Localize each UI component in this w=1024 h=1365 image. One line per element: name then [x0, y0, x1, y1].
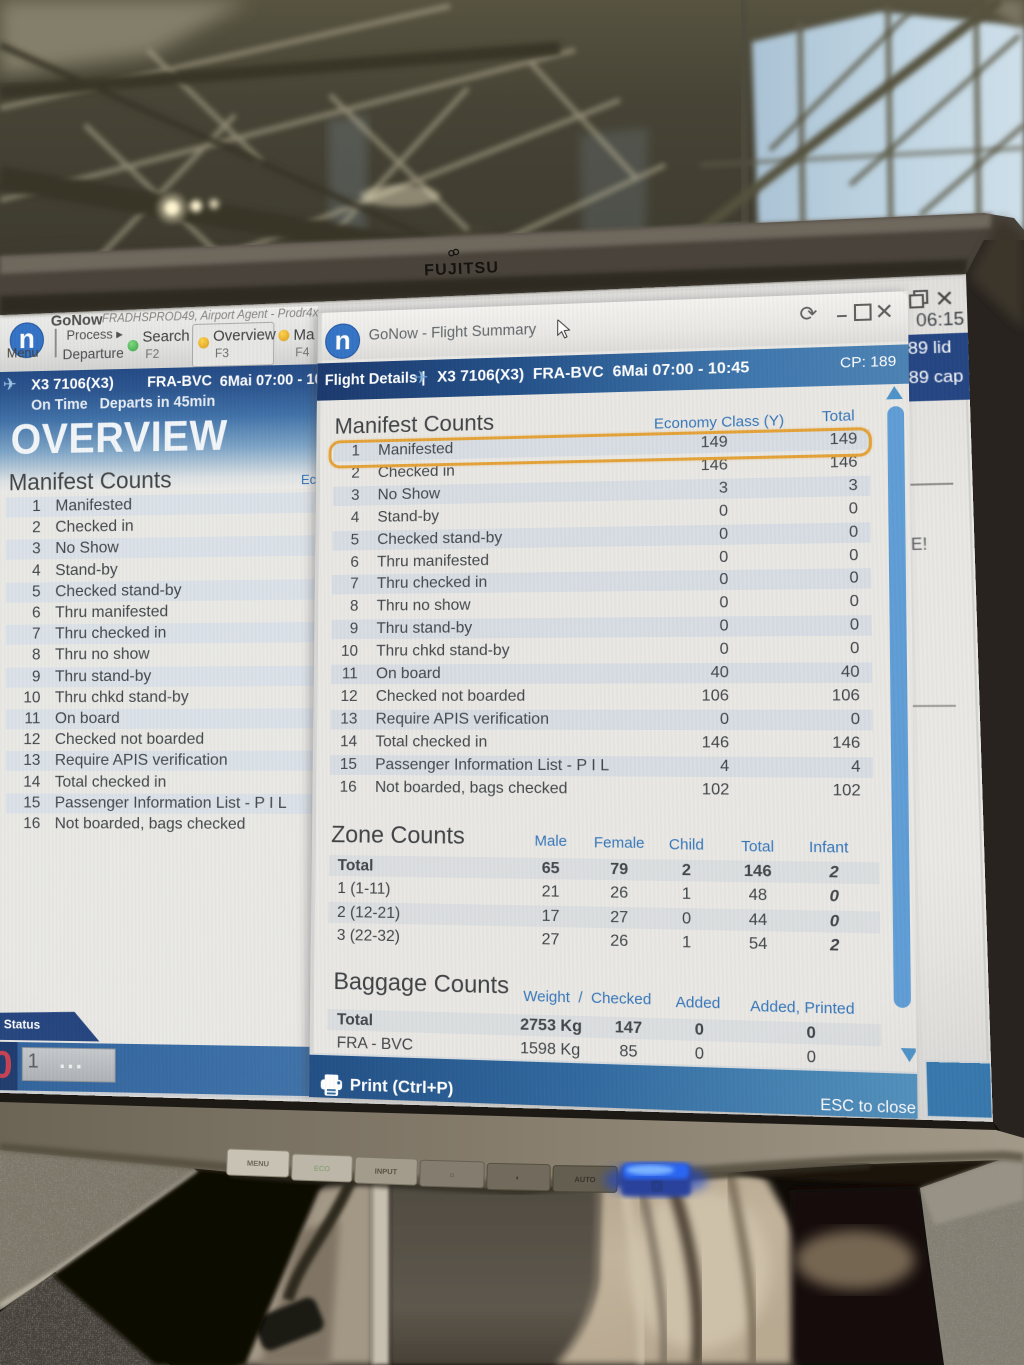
- svg-text:◐: ◐: [516, 1173, 521, 1182]
- svg-text:INPUT: INPUT: [375, 1167, 398, 1177]
- svg-text:☼: ☼: [448, 1170, 455, 1179]
- svg-text:FUJITSU: FUJITSU: [424, 259, 500, 279]
- svg-text:MENU: MENU: [247, 1159, 269, 1169]
- svg-text:AUTO: AUTO: [574, 1175, 595, 1184]
- svg-text:ECO: ECO: [314, 1164, 331, 1174]
